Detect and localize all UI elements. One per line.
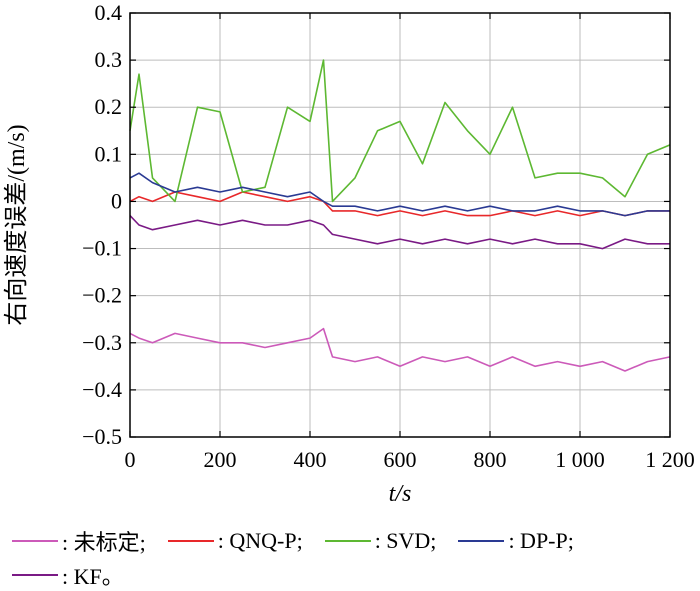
- x-tick-label: 0: [125, 447, 136, 472]
- x-tick-label: 1 000: [555, 447, 605, 472]
- y-tick-label: −0.2: [82, 283, 122, 308]
- y-tick-label: −0.1: [82, 236, 122, 261]
- series-line-KF: [129, 215, 670, 250]
- legend-label: : KF。: [62, 564, 124, 589]
- legend-swatch: [12, 574, 58, 576]
- legend-row: : 未标定; : QNQ-P; : SVD; : DP-P;: [12, 526, 596, 556]
- legend-swatch: [458, 540, 505, 542]
- y-tick-label: 0.4: [95, 0, 123, 25]
- x-tick-label: 1 200: [645, 447, 695, 472]
- legend-swatch: [12, 540, 58, 542]
- legend-item: : 未标定;: [12, 525, 146, 557]
- tick-labels: 0 200 400 600 800 1 000 1 200 0.4 0.3 0.2 0.1 0 −0.1…: [82, 0, 695, 472]
- legend-label: : 未标定;: [62, 530, 146, 555]
- legend-swatch: [167, 540, 214, 542]
- legend: : 未标定; : QNQ-P; : SVD; : DP-P; : KF。: [0, 520, 700, 590]
- series-line-未标定: [129, 327, 671, 372]
- line-chart: 0 200 400 600 800 1 000 1 200 0.4 0.3 0.2 0.1 0 −0.1…: [3, 0, 695, 507]
- legend-swatch: [324, 540, 371, 542]
- legend-item: : QNQ-P;: [167, 528, 303, 554]
- y-tick-label: 0.3: [95, 47, 123, 72]
- legend-item: : DP-P;: [458, 528, 574, 554]
- x-axis-title: t/s: [389, 481, 412, 507]
- y-tick-label: 0.1: [95, 141, 123, 166]
- legend-item: : SVD;: [324, 528, 437, 554]
- grid-lines: [129, 12, 671, 438]
- y-tick-label: −0.5: [82, 424, 122, 449]
- legend-label: : SVD;: [374, 528, 437, 553]
- y-axis-title: 右向速度误差/(m/s): [3, 124, 30, 325]
- series-line-DP-P: [129, 172, 670, 217]
- y-tick-label: 0.2: [95, 94, 123, 119]
- x-tick-label: 200: [204, 447, 237, 472]
- legend-label: : DP-P;: [508, 528, 574, 553]
- axis-ticks: [129, 12, 671, 438]
- y-tick-label: −0.4: [82, 377, 122, 402]
- series-line-QNQ-P: [129, 191, 670, 217]
- legend-item: : KF。: [12, 559, 124, 591]
- legend-label: : QNQ-P;: [217, 528, 303, 553]
- series-layer: [129, 59, 671, 372]
- x-tick-label: 400: [294, 447, 327, 472]
- y-tick-label: 0: [111, 188, 122, 213]
- series-line-SVD: [129, 59, 671, 203]
- x-tick-label: 800: [474, 447, 507, 472]
- y-tick-label: −0.3: [82, 330, 122, 355]
- x-tick-label: 600: [384, 447, 417, 472]
- legend-row: : KF。: [12, 560, 146, 590]
